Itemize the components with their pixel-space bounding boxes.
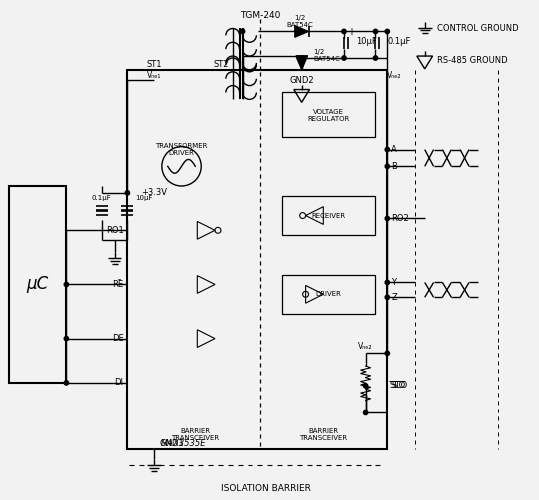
Text: DE: DE [112, 334, 123, 343]
Text: SLO: SLO [391, 382, 407, 390]
Circle shape [385, 351, 390, 356]
Text: 1/2
BAT54C: 1/2 BAT54C [286, 15, 313, 28]
Circle shape [125, 190, 129, 195]
Text: B: B [391, 162, 397, 171]
Circle shape [64, 336, 68, 341]
Circle shape [300, 56, 304, 60]
Text: 10μF: 10μF [135, 195, 153, 201]
Text: TGM-240: TGM-240 [240, 11, 280, 20]
Text: 10μF: 10μF [356, 37, 377, 46]
Text: MAX3535E: MAX3535E [161, 440, 206, 448]
Text: BARRIER
TRANSCEIVER: BARRIER TRANSCEIVER [171, 428, 219, 440]
Circle shape [385, 164, 390, 168]
Text: μC: μC [27, 276, 49, 293]
Text: 0.1μF: 0.1μF [92, 195, 112, 201]
Bar [282, 196, 376, 235]
Text: RO1: RO1 [106, 226, 123, 235]
Text: GND2: GND2 [289, 76, 314, 85]
Text: RECEIVER: RECEIVER [311, 212, 345, 218]
Text: RE: RE [112, 280, 123, 289]
Circle shape [64, 282, 68, 286]
Text: RO2: RO2 [391, 214, 409, 223]
Text: BARRIER
TRANSCEIVER: BARRIER TRANSCEIVER [299, 428, 347, 440]
Circle shape [385, 295, 390, 300]
Circle shape [64, 380, 68, 385]
Text: GND1: GND1 [160, 440, 184, 448]
Circle shape [240, 30, 245, 34]
Text: ISOLATION BARRIER: ISOLATION BARRIER [222, 484, 311, 492]
Circle shape [385, 216, 390, 220]
Circle shape [374, 56, 378, 60]
Text: CONTROL GROUND: CONTROL GROUND [437, 24, 518, 33]
Circle shape [363, 410, 368, 414]
Text: Vₙₑ₁: Vₙₑ₁ [147, 71, 161, 80]
Text: Vₙₑ₂: Vₙₑ₂ [358, 342, 373, 351]
Circle shape [342, 56, 346, 60]
Text: +3.3V: +3.3V [141, 188, 167, 198]
Text: DRIVER: DRIVER [315, 292, 341, 298]
Text: Z: Z [391, 293, 397, 302]
Bar [127, 70, 388, 449]
Text: SLO: SLO [389, 382, 405, 390]
Text: 1/2
BAT54C: 1/2 BAT54C [314, 48, 340, 62]
Bar [9, 186, 66, 383]
Text: Y: Y [391, 278, 396, 287]
Text: DI: DI [114, 378, 123, 388]
Circle shape [374, 30, 378, 34]
Circle shape [385, 148, 390, 152]
Text: A: A [391, 145, 397, 154]
Polygon shape [295, 26, 308, 38]
Text: 0.1μF: 0.1μF [388, 37, 411, 46]
Circle shape [363, 384, 368, 388]
Text: ST2: ST2 [213, 60, 229, 70]
Circle shape [385, 30, 390, 34]
Text: Vₙₑ₂: Vₙₑ₂ [388, 71, 402, 80]
Text: RS-485 GROUND: RS-485 GROUND [437, 56, 507, 66]
Text: +: + [347, 28, 355, 38]
Bar [282, 92, 376, 137]
Bar [282, 274, 376, 314]
Text: VOLTAGE
REGULATOR: VOLTAGE REGULATOR [307, 108, 349, 122]
Text: TRANSFORMER
DRIVER: TRANSFORMER DRIVER [155, 143, 208, 156]
Circle shape [385, 280, 390, 284]
Text: ST1: ST1 [146, 60, 162, 70]
Circle shape [342, 30, 346, 34]
Polygon shape [296, 56, 308, 70]
